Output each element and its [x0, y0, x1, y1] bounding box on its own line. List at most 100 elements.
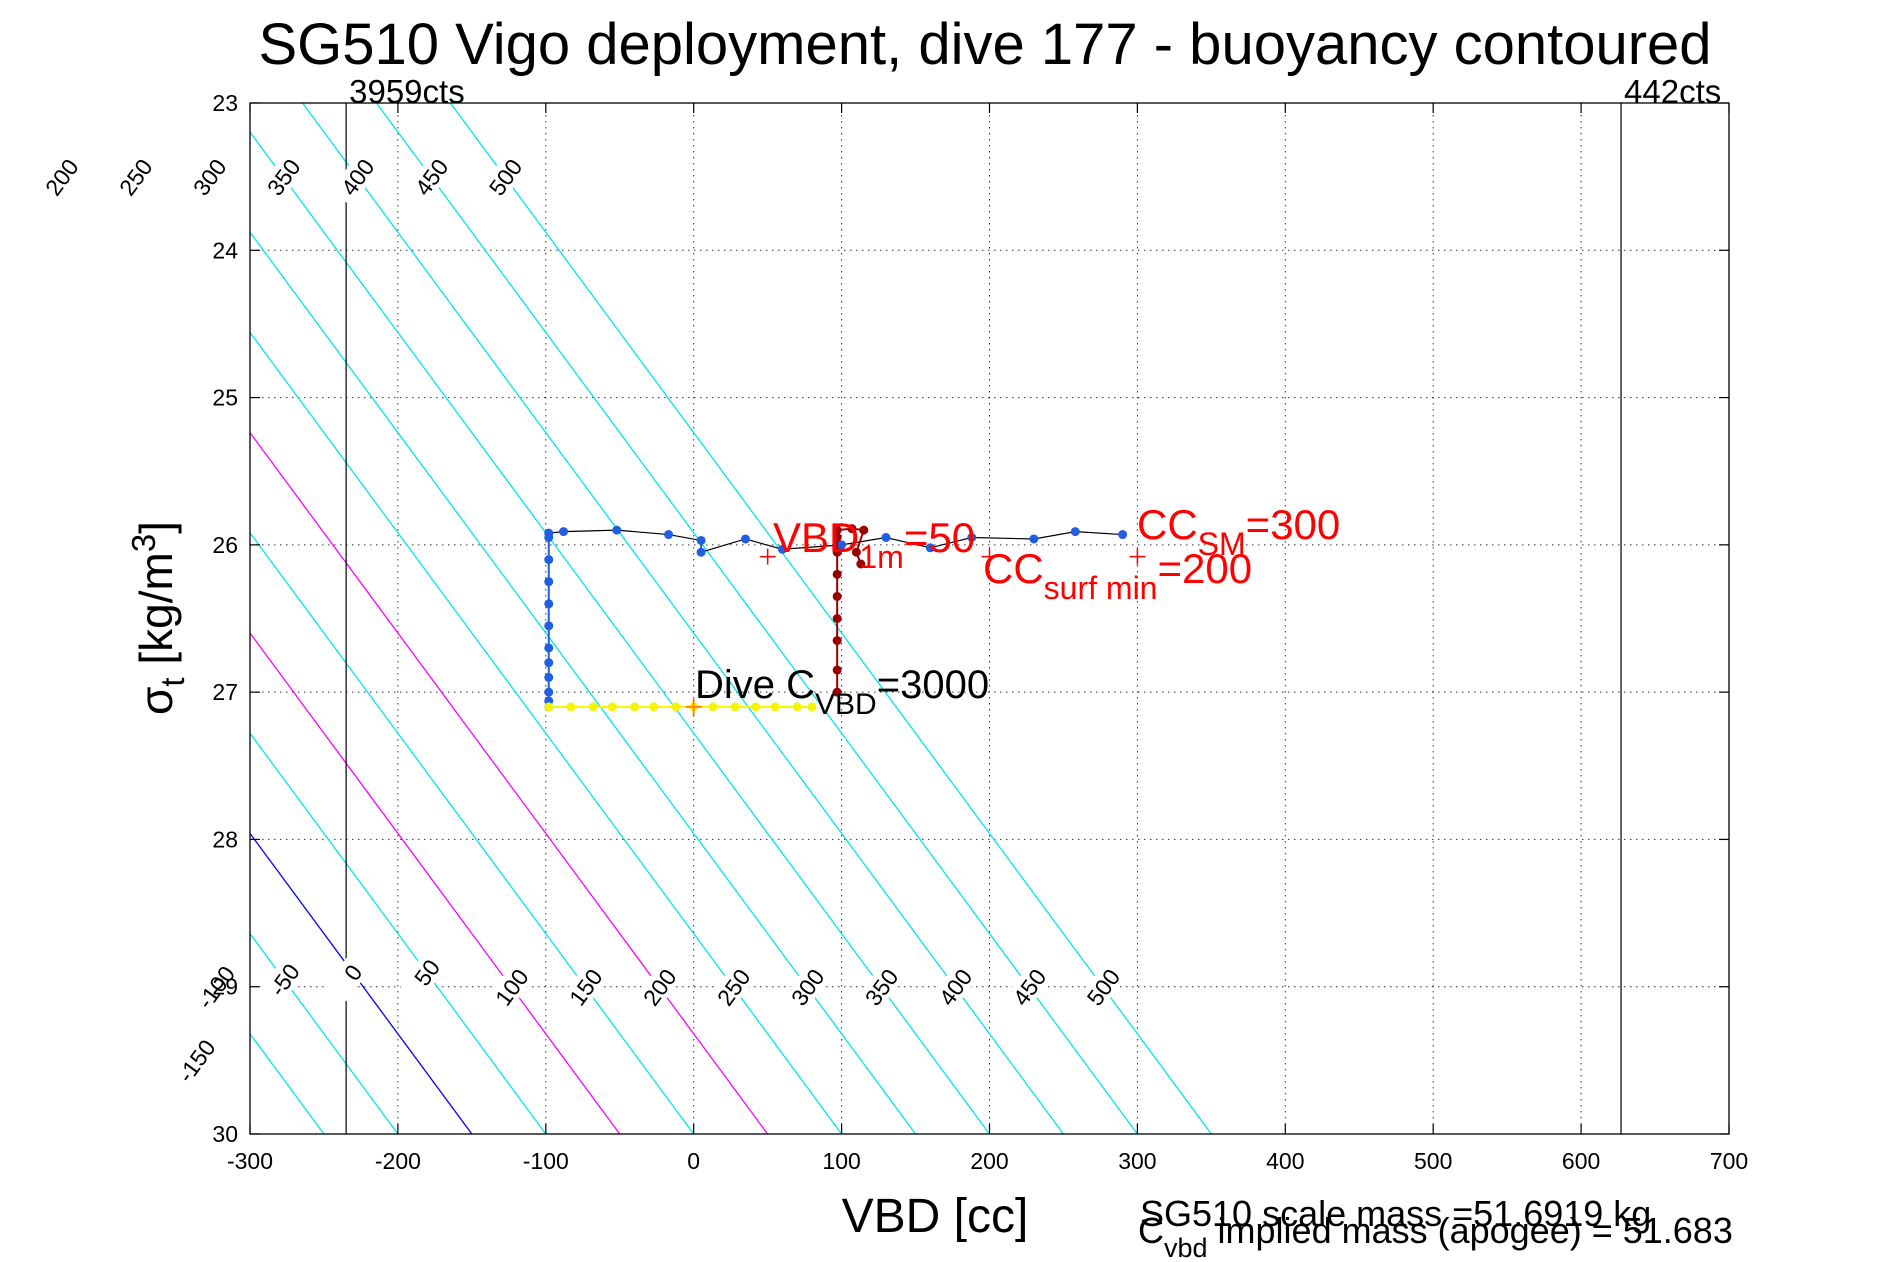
trace-point	[851, 547, 861, 557]
contour-label: 150	[0, 139, 9, 199]
implied-mass-rest: implied mass (apogee) = 51.683	[1208, 1210, 1733, 1251]
contour-line	[301, 103, 1064, 1134]
trace-point	[837, 540, 847, 550]
trace-point	[832, 687, 842, 697]
implied-mass-main: C	[1138, 1210, 1164, 1251]
x-axis-label: VBD [cc]	[842, 1190, 1029, 1243]
annotation-cc_sm-main: CC	[1137, 501, 1198, 548]
trace-point	[544, 532, 554, 542]
trace-point	[1118, 530, 1128, 540]
contour-label: 250	[108, 147, 162, 207]
contour-line	[250, 231, 917, 1134]
trace-point	[967, 532, 977, 542]
contour-label-background	[854, 957, 908, 1017]
contour-line	[0, 103, 28, 1134]
contour-label: 250	[706, 957, 760, 1017]
count-line-label: 3959cts	[349, 73, 465, 110]
contour-label: -50	[257, 949, 311, 1009]
trace-point	[859, 525, 869, 535]
x-tick-label: 500	[1414, 1148, 1452, 1174]
contour-label-background	[0, 139, 9, 199]
chart-title: SG510 Vigo deployment, dive 177 - buoyan…	[258, 12, 1711, 77]
x-tick-label: -100	[523, 1148, 569, 1174]
trace-point	[832, 636, 842, 646]
trace-point	[925, 543, 935, 553]
contour-label: 300	[182, 147, 236, 207]
annotation-vbd_1m-subscript: 1m	[859, 539, 903, 575]
contour-label: 450	[1002, 957, 1056, 1017]
implied-mass-text: Cvbd implied mass (apogee) = 51.683	[1138, 1210, 1733, 1262]
trace-point	[770, 702, 780, 712]
annotation-vbd_1m-main: VBD	[773, 514, 859, 561]
trace-point	[544, 555, 554, 565]
contour-line	[375, 103, 1138, 1134]
annotation-vbd_1m: VBD1m=50	[773, 514, 975, 575]
contour-label-background	[169, 1030, 223, 1090]
y-axis-label-close: ]	[130, 521, 182, 534]
trace-point	[881, 532, 891, 542]
trace-point	[740, 534, 750, 544]
contour-line	[0, 103, 102, 1134]
contour-line	[250, 631, 621, 1134]
x-tick-label: 700	[1710, 1148, 1748, 1174]
contour-label: 500	[478, 147, 532, 207]
annotation-dive_c_vbd-main: Dive C	[695, 663, 815, 707]
trace-point	[544, 687, 554, 697]
contour-line	[250, 431, 769, 1134]
trace-point	[751, 702, 761, 712]
contour-label-background	[780, 957, 834, 1017]
trace-point	[607, 702, 617, 712]
y-axis-label: σt [kg/m3]	[125, 521, 191, 715]
trace-point	[847, 524, 857, 534]
contour-label-background	[34, 147, 88, 207]
contour-label-background	[399, 942, 453, 1002]
trace-point	[649, 702, 659, 712]
contour-label-background	[1002, 957, 1056, 1017]
contour-label-background	[404, 147, 458, 207]
annotation-marker	[981, 548, 998, 565]
trace-point	[856, 559, 866, 569]
x-tick-label: 300	[1118, 1148, 1156, 1174]
trace-point	[832, 532, 842, 542]
annotation-dive_c_vbd: Dive CVBD=3000	[695, 663, 989, 721]
contour-label-background	[330, 147, 384, 207]
trace-point	[559, 527, 569, 537]
trace-point	[1029, 534, 1039, 544]
trace-point	[832, 569, 842, 579]
annotation-marker	[759, 548, 776, 565]
trace-point	[588, 702, 598, 712]
contour-line	[250, 331, 843, 1134]
y-axis-label-superscript: 3	[125, 534, 162, 552]
contour-label-background	[478, 147, 532, 207]
trace-point	[696, 535, 706, 545]
contour-label: 0	[325, 942, 379, 1002]
x-tick-label: 100	[822, 1148, 860, 1174]
trace-point	[832, 665, 842, 675]
y-tick-label: 30	[212, 1121, 238, 1147]
contour-label-background	[257, 949, 311, 1009]
x-tick-label: 200	[970, 1148, 1008, 1174]
contour-label-background	[484, 957, 538, 1017]
trace-point	[566, 702, 576, 712]
y-axis-label-subscript: t	[154, 677, 191, 686]
y-tick-label: 25	[212, 385, 238, 411]
implied-mass-subscript: vbd	[1164, 1233, 1208, 1262]
trace-point	[1070, 527, 1080, 537]
trace-point	[807, 702, 817, 712]
trace-point	[664, 530, 674, 540]
annotation-cc_sm: CCSM=300	[1137, 501, 1340, 562]
contour-label: 450	[404, 147, 458, 207]
trace-point	[544, 672, 554, 682]
contour-line	[449, 103, 1212, 1134]
x-tick-label: 400	[1266, 1148, 1304, 1174]
trace-point	[708, 702, 718, 712]
scale-mass-text: SG510 scale mass =51.6919 kg	[1140, 1193, 1651, 1234]
contour-label: -150	[169, 1030, 223, 1090]
contour-line	[250, 531, 695, 1134]
annotation-dive_c_vbd-value: =3000	[877, 663, 989, 707]
contour-label: 50	[399, 942, 453, 1002]
grid	[250, 103, 1729, 1134]
y-axis-label-base: σ	[130, 687, 182, 715]
contour-label-background	[632, 957, 686, 1017]
contour-label-background	[1076, 957, 1130, 1017]
